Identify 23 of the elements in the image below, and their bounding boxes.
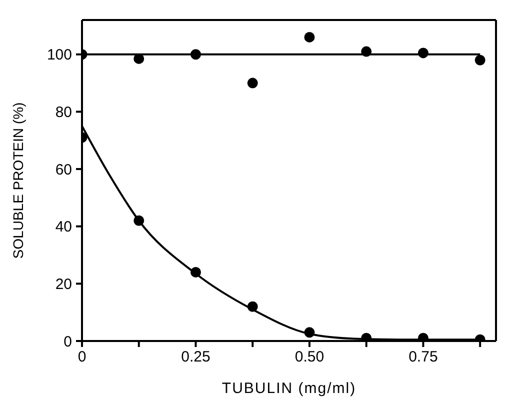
y-tick-label: 20	[55, 276, 72, 294]
y-axis-title: SOLUBLE PROTEIN (%)	[10, 102, 26, 259]
point	[247, 301, 258, 312]
point	[190, 49, 201, 60]
point	[190, 266, 201, 278]
point	[304, 32, 315, 42]
x-tick-label: 0	[78, 348, 86, 366]
y-tick-label: 0	[64, 333, 72, 350]
x-tick-label: 0.50	[294, 348, 324, 366]
point	[361, 46, 372, 57]
y-tick-label: 40	[55, 218, 72, 236]
point	[247, 78, 258, 88]
y-tick-label: 60	[55, 161, 72, 178]
x-tick-label: 0.75	[408, 348, 438, 366]
y-tick-label: 100	[46, 46, 72, 64]
point	[134, 215, 144, 226]
x-tick-label: 0.25	[181, 348, 210, 366]
x-axis-title: TUBULIN (mg/ml)	[222, 380, 356, 397]
point	[361, 332, 372, 341]
point	[304, 327, 315, 338]
point	[474, 54, 486, 66]
y-tick-label: 80	[55, 104, 72, 122]
point	[418, 48, 428, 58]
